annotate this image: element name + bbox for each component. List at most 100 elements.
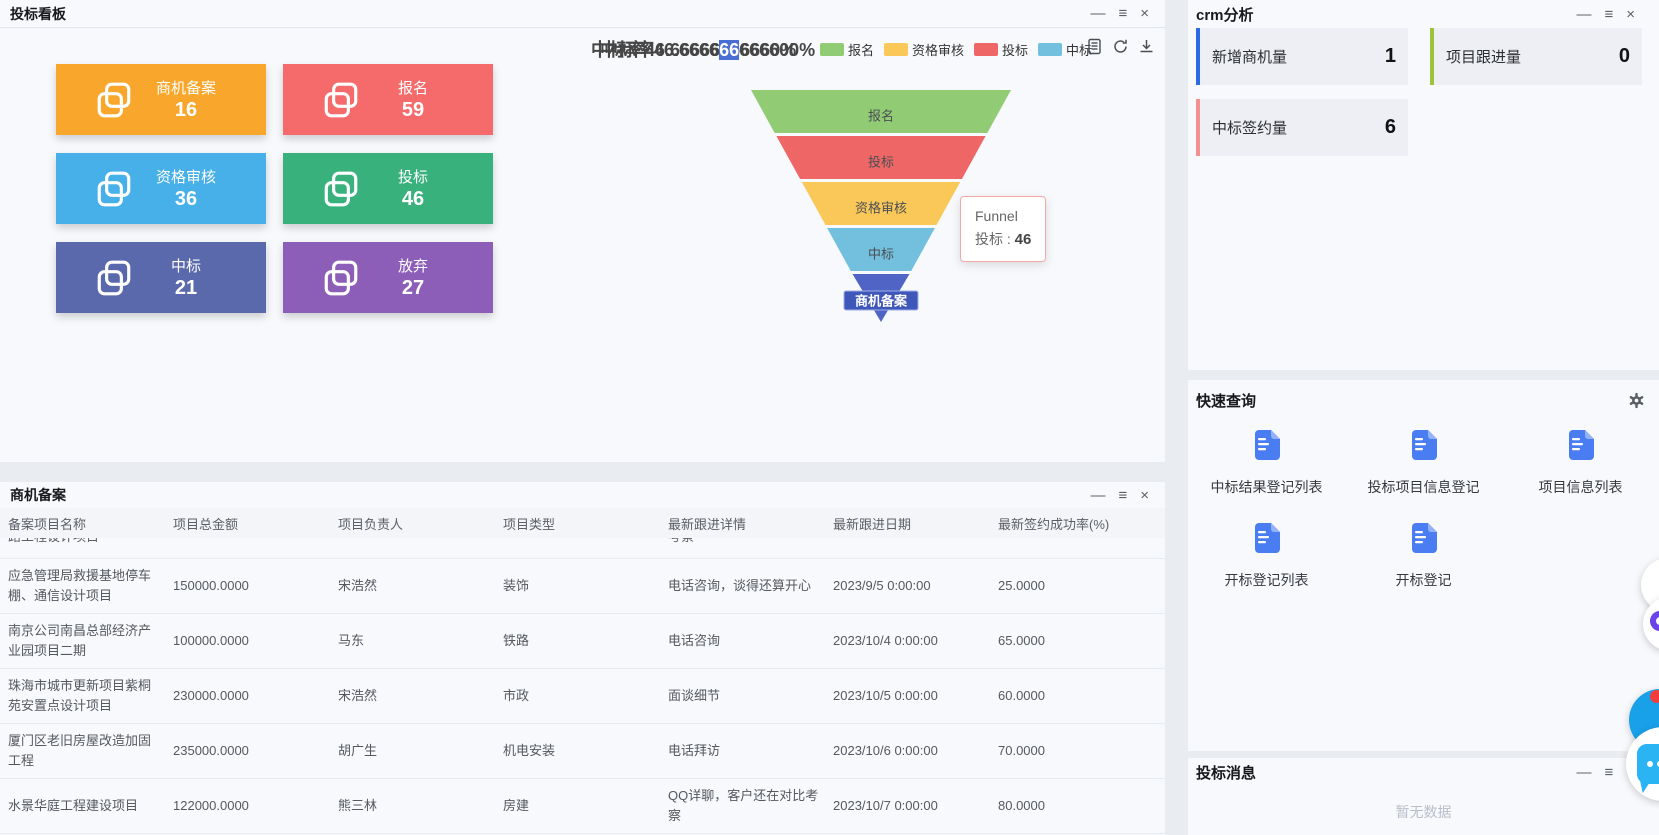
column-header: 项目负责人	[338, 516, 404, 532]
crm-stat-card: 新增商机量 1	[1196, 28, 1408, 85]
layers-icon	[94, 169, 134, 209]
menu-button[interactable]: ≡	[1604, 763, 1614, 781]
legend-item[interactable]: 资格审核	[884, 40, 964, 59]
minimize-button[interactable]: —	[1576, 763, 1592, 781]
panel-opportunity: 商机备案 — ≡ × 备案项目名称 项目总金额 项目负责人 项目类型 最新跟进详…	[0, 482, 1165, 835]
table-cell: 100000.0000	[173, 633, 249, 648]
crm-stat-grid: 新增商机量 1 项目跟进量 0 中标签约量 6	[1196, 28, 1642, 156]
menu-button[interactable]: ≡	[1604, 5, 1614, 23]
stat-card-label: 放弃	[397, 258, 428, 275]
purple-ring-icon	[1650, 611, 1659, 631]
table-row[interactable]: 水景华庭工程建设项目 122000.0000 熊三林 房建 QQ详聊，客户还在对比考察 2…	[0, 779, 1165, 834]
quick-query-item[interactable]: 项目信息列表	[1539, 430, 1623, 497]
quick-query-header: 快速查询	[1188, 380, 1659, 414]
funnel-segment[interactable]	[801, 182, 961, 225]
document-icon	[1567, 430, 1594, 465]
minimize-button[interactable]: —	[1090, 5, 1106, 22]
legend-label: 资格审核	[912, 43, 965, 58]
quick-query-item[interactable]: 开标登记	[1396, 523, 1452, 590]
table-cell: 厦门区老旧房屋改造加固工程	[8, 733, 152, 768]
legend-item[interactable]: 中标	[1038, 40, 1092, 59]
tooltip-value: 46	[1014, 230, 1032, 248]
stat-card-text: 商机备案 16	[134, 77, 266, 122]
stat-card-text: 中标 21	[134, 255, 266, 300]
floating-tool-button[interactable]	[1641, 558, 1659, 612]
funnel-segment[interactable]	[751, 90, 1011, 133]
table-cell: 25.0000	[998, 578, 1045, 593]
window-controls: — ≡ ×	[1090, 488, 1149, 503]
table-cell: 230000.0000	[173, 688, 249, 703]
table-row[interactable]: 南京公司南昌总部经济产业园项目二期 100000.0000 马东 铁路 电话咨询 2023…	[0, 614, 1165, 669]
table-row[interactable]: 应急管理局救援基地停车棚、通信设计项目 150000.0000 宋浩然 装饰 电话咨询，…	[0, 559, 1165, 614]
stat-card-value: 59	[401, 99, 425, 121]
stat-card-value: 21	[174, 277, 198, 299]
bid-board-header: 投标看板 — ≡ ×	[0, 0, 1165, 28]
close-button[interactable]: ×	[1140, 5, 1149, 22]
quick-query-item[interactable]: 投标项目信息登记	[1368, 430, 1480, 497]
table-row[interactable]: 厦门区老旧房屋改造加固工程 235000.0000 胡广生 机电安装 电话拜访 2023/…	[0, 724, 1165, 779]
gear-icon[interactable]	[1628, 392, 1645, 409]
window-controls: — ≡ ×	[1090, 6, 1149, 21]
table-row[interactable]: 珠海市城市更新项目紫桐苑安置点设计项目 230000.0000 宋浩然 市政 面谈细节 2…	[0, 669, 1165, 724]
download-icon[interactable]	[1138, 38, 1155, 55]
menu-button[interactable]: ≡	[1118, 486, 1128, 504]
stat-card[interactable]: 放弃 27	[283, 242, 493, 313]
crm-stat-label: 新增商机量	[1212, 49, 1288, 66]
stat-card[interactable]: 中标 21	[56, 242, 266, 313]
stat-card-value: 16	[174, 99, 198, 121]
table-cell: 2023/9/5 0:00:00	[833, 578, 931, 593]
document-icon	[1253, 430, 1280, 465]
chart-toolbar	[1086, 38, 1155, 55]
funnel-segment[interactable]	[827, 228, 935, 271]
quick-query-item[interactable]: 中标结果登记列表	[1211, 430, 1323, 497]
refresh-icon[interactable]	[1112, 38, 1129, 55]
table-cell: 胡广生	[338, 743, 378, 758]
quick-query-label: 开标登记	[1395, 572, 1452, 588]
stat-card-label: 投标	[397, 169, 428, 186]
stat-card-grid: 商机备案 16 报名 59 资格审核 36 投标 46 中标 21 放弃 27	[56, 64, 493, 313]
menu-button[interactable]: ≡	[1118, 5, 1128, 22]
column-header: 最新跟进日期	[833, 516, 912, 532]
funnel-title-ghost: 中标率46.66666666660%	[591, 40, 797, 60]
table-cell: 电话咨询，谈得还算开心	[668, 578, 812, 593]
chat-bubble-icon	[1634, 741, 1659, 787]
legend-swatch	[1038, 43, 1063, 56]
crm-stat-value: 1	[1384, 45, 1396, 67]
stat-card[interactable]: 商机备案 16	[56, 64, 266, 135]
document-icon	[1410, 523, 1437, 558]
quick-query-item[interactable]: 开标登记列表	[1225, 523, 1309, 590]
layers-icon	[321, 258, 361, 298]
minimize-button[interactable]: —	[1090, 486, 1106, 504]
table-cell: 考察	[668, 538, 833, 547]
stat-card-text: 放弃 27	[361, 255, 493, 300]
stat-card[interactable]: 报名 59	[283, 64, 493, 135]
table-row-clipped[interactable]: 路工程设计项目 考察	[0, 538, 1165, 559]
empty-state-text: 暂无数据	[1395, 804, 1452, 820]
stat-card[interactable]: 投标 46	[283, 153, 493, 224]
opportunity-title: 商机备案	[10, 487, 66, 503]
funnel-segment[interactable]	[776, 136, 986, 179]
crm-title: crm分析	[1196, 6, 1254, 24]
close-button[interactable]: ×	[1626, 5, 1635, 23]
legend-item[interactable]: 投标	[974, 40, 1028, 59]
tooltip-label: 投标 :	[975, 230, 1011, 247]
column-header: 最新签约成功率(%)	[998, 516, 1110, 532]
minimize-button[interactable]: —	[1576, 5, 1592, 23]
funnel-label: 商机备案	[855, 294, 908, 309]
legend-item[interactable]: 报名	[820, 40, 874, 59]
crm-stat-label: 中标签约量	[1212, 120, 1288, 137]
bid-messages-header: 投标消息 — ≡ ×	[1188, 758, 1659, 786]
funnel-label-bg	[843, 290, 919, 311]
funnel-label: 投标	[868, 155, 894, 170]
table-cell: 122000.0000	[173, 798, 249, 813]
quick-query-grid: 中标结果登记列表 投标项目信息登记 项目信息列表开标登记列表 开标登记	[1188, 430, 1659, 590]
layers-icon	[321, 80, 361, 120]
data-view-icon[interactable]	[1086, 38, 1103, 55]
table-cell: 电话咨询	[668, 633, 721, 648]
table-cell: 马东	[338, 633, 365, 648]
crm-stat-value: 0	[1618, 45, 1630, 67]
floating-logo-button[interactable]	[1643, 597, 1659, 651]
stat-card[interactable]: 资格审核 36	[56, 153, 266, 224]
close-button[interactable]: ×	[1140, 486, 1149, 504]
